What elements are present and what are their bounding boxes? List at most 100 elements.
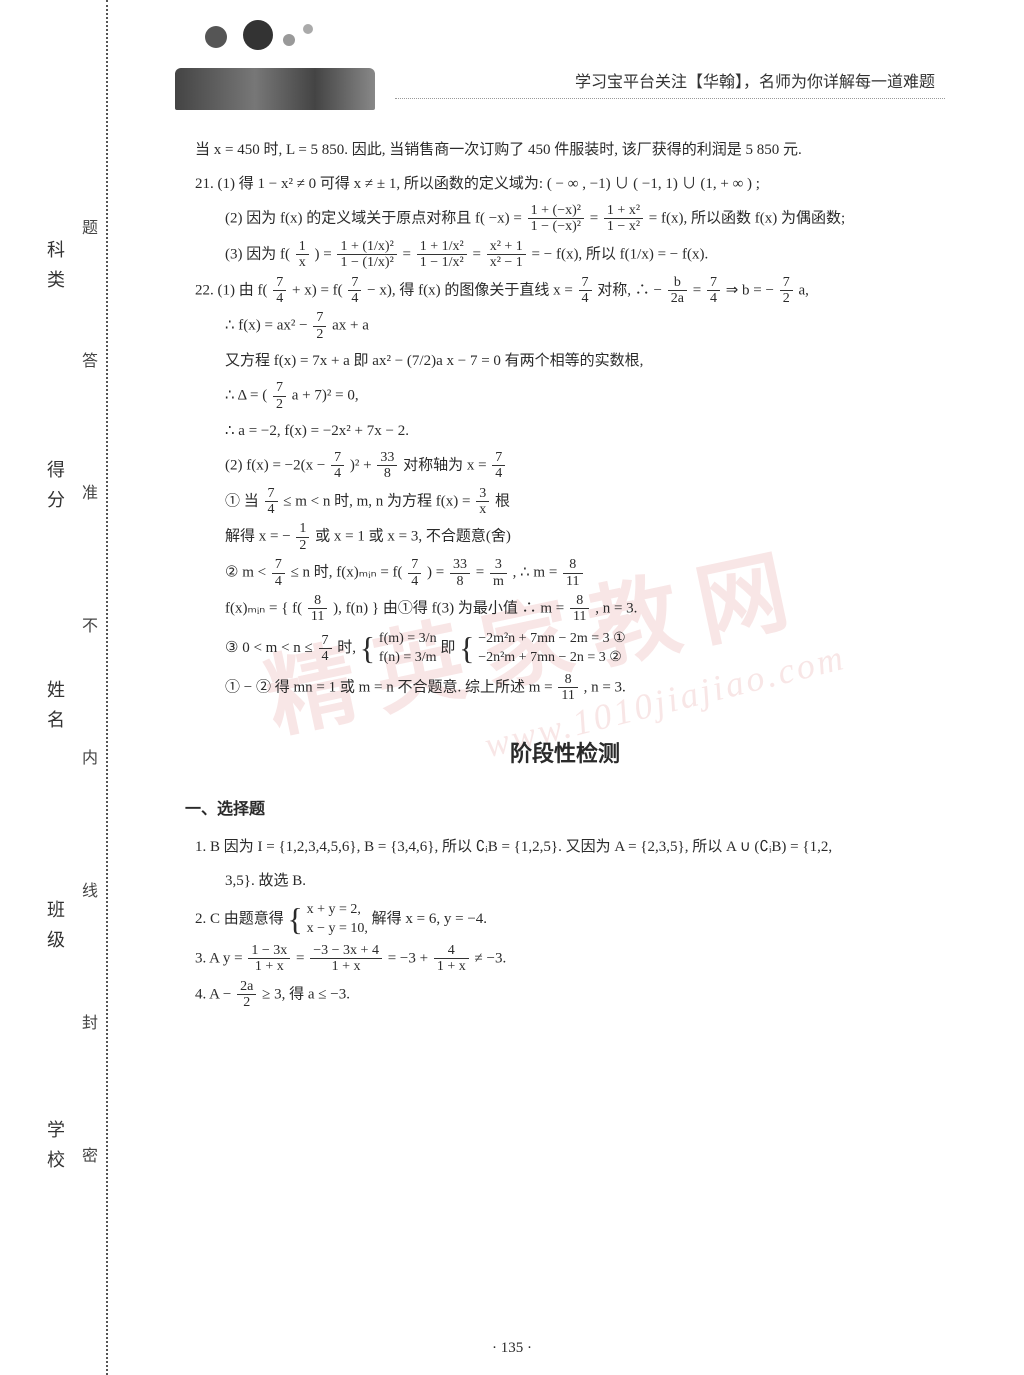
text: f(x)ₘᵢₙ = { f(: [225, 600, 302, 616]
frac-num: 1 + 1/x²: [417, 239, 467, 255]
inner-label: 线: [82, 877, 98, 901]
frac-den: 4: [272, 574, 285, 589]
page-content: 学习宝平台关注【华翰】，名师为你详解每一道难题 当 x = 450 时, L =…: [135, 0, 995, 1035]
frac-num: 1: [296, 239, 309, 255]
solution-line: ∴ a = −2, f(x) = −2x² + 7x − 2.: [225, 416, 965, 446]
text: 解得 x = 6, y = −4.: [372, 911, 487, 927]
frac-num: 7: [492, 450, 505, 466]
text: =: [693, 282, 705, 298]
text: ≤ m < n 时, m, n 为方程 f(x) =: [283, 493, 474, 509]
frac-num: 33: [450, 557, 470, 573]
text: 对称轴为 x =: [403, 457, 490, 473]
frac-num: 1 + (−x)²: [528, 203, 584, 219]
text: ), f(n) } 由①得 f(3) 为最小值 ∴ m =: [333, 600, 568, 616]
text: ② m <: [225, 565, 270, 581]
text: (2) f(x) = −2(x −: [225, 457, 329, 473]
frac-num: 8: [570, 593, 589, 609]
frac-den: 8: [377, 466, 397, 481]
frac-num: 7: [313, 310, 326, 326]
text: a,: [798, 282, 808, 298]
text: ) =: [427, 565, 448, 581]
text: ③ 0 < m < n ≤: [225, 640, 317, 656]
frac-den: 1 + x: [434, 959, 469, 974]
book-spine-deco: [175, 68, 375, 110]
frac-den: 8: [450, 574, 470, 589]
text: ≠ −3.: [475, 950, 507, 966]
solution-line: 解得 x = − 12 或 x = 1 或 x = 3, 不合题意(舍): [225, 521, 965, 553]
text: (3) 因为 f(: [225, 246, 290, 262]
frac-num: b: [668, 275, 687, 291]
text: ① 当: [225, 493, 263, 509]
sys-eq: x − y = 10,: [307, 921, 368, 936]
text: , n = 3.: [584, 679, 626, 695]
frac-num: x² + 1: [487, 239, 526, 255]
frac-den: 11: [308, 609, 327, 624]
text: ) =: [314, 246, 335, 262]
solution-line: ① 当 74 ≤ m < n 时, m, n 为方程 f(x) = 3x 根: [225, 486, 965, 518]
header-tagline: 学习宝平台关注【华翰】，名师为你详解每一道难题: [575, 68, 935, 92]
text: )² +: [350, 457, 375, 473]
margin-labels-outer: 科类 得分 姓名 班级 学校: [30, 160, 80, 1260]
margin-labels-inner: 题 答 准 不 内 线 封 密: [78, 160, 102, 1220]
solutions-body: 当 x = 450 时, L = 5 850. 因此, 当销售商一次订购了 45…: [165, 135, 965, 1011]
frac-num: 4: [434, 943, 469, 959]
frac-num: 3: [490, 557, 507, 573]
solution-line: (2) 因为 f(x) 的定义域关于原点对称且 f( −x) = 1 + (−x…: [225, 203, 965, 235]
inner-label: 密: [82, 1142, 98, 1166]
frac-den: 2: [237, 995, 256, 1010]
text: 对称, ∴ −: [597, 282, 665, 298]
solution-line: 21. (1) 得 1 − x² ≠ 0 可得 x ≠ ± 1, 所以函数的定义…: [195, 169, 965, 199]
text: ≤ n 时, f(x)ₘᵢₙ = f(: [291, 565, 403, 581]
inner-label: 封: [82, 1009, 98, 1033]
sys-eq: x + y = 2,: [307, 902, 361, 917]
frac-den: 11: [558, 688, 577, 703]
frac-den: 11: [570, 609, 589, 624]
frac-num: 8: [558, 672, 577, 688]
frac-den: 4: [265, 502, 278, 517]
frac-den: x: [476, 502, 489, 517]
frac-num: 7: [273, 275, 286, 291]
frac-den: 4: [707, 291, 720, 306]
text: 根: [495, 493, 510, 509]
header-underline: [395, 98, 945, 99]
text: (2) 因为 f(x) 的定义域关于原点对称且 f( −x) =: [225, 210, 526, 226]
inner-label: 准: [82, 479, 98, 503]
solution-line: ③ 0 < m < n ≤ 74 时, { f(m) = 3/n f(n) = …: [225, 629, 965, 668]
frac-num: 33: [377, 450, 397, 466]
answer-line: 1. B 因为 I = {1,2,3,4,5,6}, B = {3,4,6}, …: [195, 832, 965, 862]
frac-den: 2: [296, 538, 309, 553]
text: a + 7)² = 0,: [292, 387, 359, 403]
margin-label: 班级: [42, 900, 68, 960]
sys-eq: f(m) = 3/n: [379, 631, 437, 646]
text: 2. C 由题意得: [195, 911, 288, 927]
page-number: · 135 ·: [492, 1340, 532, 1357]
frac-num: 1 + (1/x)²: [337, 239, 396, 255]
solution-line: ∴ Δ = ( 72 a + 7)² = 0,: [225, 380, 965, 412]
text: ax + a: [332, 318, 369, 334]
frac-num: 7: [272, 557, 285, 573]
section-title: 阶段性检测: [165, 732, 965, 776]
answer-line: 3. A y = 1 − 3x1 + x = −3 − 3x + 41 + x …: [195, 943, 965, 975]
frac-den: 2: [313, 327, 326, 342]
solution-line: 又方程 f(x) = 7x + a 即 ax² − (7/2)a x − 7 =…: [225, 346, 965, 376]
solution-line: (2) f(x) = −2(x − 74 )² + 338 对称轴为 x = 7…: [225, 450, 965, 482]
inner-label: 题: [82, 214, 98, 238]
frac-den: 2a: [668, 291, 687, 306]
inner-label: 不: [82, 612, 98, 636]
text: , n = 3.: [595, 600, 637, 616]
solution-line: ① − ② 得 mn = 1 或 m = n 不合题意. 综上所述 m = 81…: [225, 672, 965, 704]
text: 4. A −: [195, 986, 235, 1002]
answer-line: 4. A − 2a2 ≥ 3, 得 a ≤ −3.: [195, 979, 965, 1011]
frac-den: 4: [348, 291, 361, 306]
frac-num: 7: [408, 557, 421, 573]
frac-num: 7: [265, 486, 278, 502]
text: 即: [440, 640, 459, 656]
frac-den: 4: [492, 466, 505, 481]
margin-label: 得分: [42, 460, 68, 520]
margin-label: 姓名: [42, 680, 68, 740]
text: 22. (1) 由 f(: [195, 282, 267, 298]
frac-den: 1 − (1/x)²: [337, 255, 396, 270]
sys-eq: f(n) = 3/m: [379, 650, 437, 665]
frac-den: 4: [408, 574, 421, 589]
text: =: [472, 246, 484, 262]
